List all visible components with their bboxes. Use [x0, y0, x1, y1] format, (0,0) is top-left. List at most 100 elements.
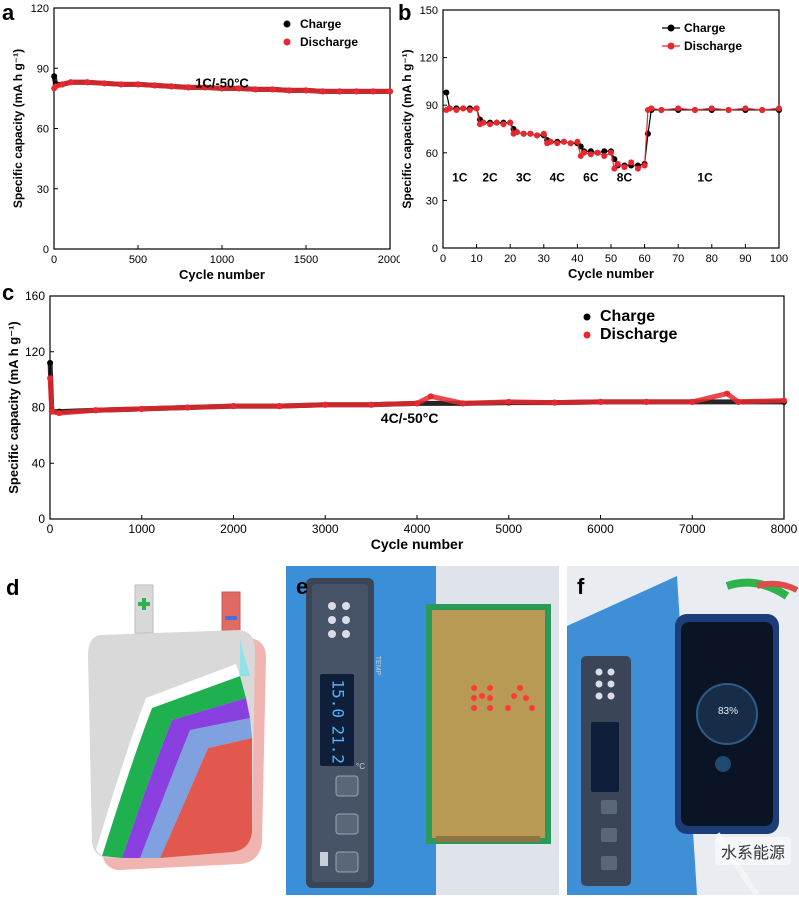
x-tick-label: 4000: [404, 522, 431, 536]
condition-annotation: 1C/-50°C: [195, 76, 249, 91]
data-point: [675, 105, 682, 112]
data-point: [547, 138, 554, 145]
data-point: [759, 106, 766, 113]
data-point: [92, 407, 99, 414]
series-band: [428, 393, 466, 406]
data-point: [554, 140, 561, 147]
data-point: [276, 403, 283, 410]
series-band: [139, 405, 191, 412]
data-point: [168, 83, 175, 90]
data-point: [368, 401, 375, 408]
data-point: [648, 105, 655, 112]
data-point: [466, 106, 473, 113]
chart-a: 0 500 1000 1500 2000 0 30 60 90 120 Cycle number Sp…: [11, 3, 400, 282]
x-tick-label: 1000: [210, 254, 234, 266]
y-axis-label: Specific capacity (mA h g⁻¹): [400, 49, 414, 208]
x-tick-label: 70: [672, 253, 684, 265]
x-tick-label: 50: [605, 253, 617, 265]
series-line: [445, 92, 779, 167]
layer-white: [96, 664, 240, 856]
phone-battery-percent: 83%: [717, 706, 738, 717]
data-point: [235, 85, 242, 92]
data-point: [708, 105, 715, 112]
x-tick-label: 0: [51, 254, 57, 266]
y-tick-label: 120: [31, 3, 49, 15]
data-point: [56, 410, 63, 417]
series-band: [56, 407, 99, 416]
layer-green: [102, 676, 246, 858]
x-tick-label: 8000: [771, 522, 798, 536]
legend-label: Charge: [300, 17, 342, 31]
data-point: [269, 86, 276, 93]
rate-label: 8C: [617, 170, 633, 184]
chart-c: 0 1000 2000 3000 4000 5000 6000 7000 8000 0 40 80 12…: [6, 289, 798, 552]
legend-label: Discharge: [600, 326, 677, 343]
data-point: [427, 393, 434, 400]
rate-label: 1C: [697, 170, 713, 184]
data-point: [319, 88, 326, 95]
data-point: [47, 359, 54, 366]
series-discharge: [47, 375, 787, 417]
series-discharge: [51, 79, 393, 95]
x-tick-label: 20: [504, 253, 516, 265]
y-tick-label: 90: [426, 100, 438, 112]
data-point: [487, 121, 494, 128]
series-band: [93, 406, 145, 413]
panel-label-b: b: [398, 0, 412, 25]
rate-label: 3C: [516, 170, 532, 184]
data-point: [459, 400, 466, 407]
series-charge: [443, 89, 782, 169]
data-point: [567, 140, 574, 147]
data-point: [776, 105, 782, 112]
data-point: [614, 160, 621, 167]
panel-label-e: e: [296, 574, 309, 599]
data-point: [507, 119, 514, 126]
data-point: [446, 105, 453, 112]
x-tick-label: 7000: [679, 522, 706, 536]
series-band: [689, 391, 730, 405]
data-point: [219, 85, 225, 92]
y-tick-label: 120: [420, 53, 438, 65]
data-point: [48, 408, 55, 415]
x-tick-label: 6000: [587, 522, 614, 536]
x-tick-label: 5000: [495, 522, 522, 536]
data-point: [634, 165, 641, 172]
data-point: [513, 129, 520, 136]
data-point: [59, 81, 66, 88]
series-band: [47, 375, 55, 415]
x-tick-label: 1000: [128, 522, 155, 536]
series-discharge: [443, 105, 782, 172]
data-point: [202, 84, 209, 91]
y-tick-label: 120: [25, 345, 45, 359]
photo-f-phone-demo: 83% f 水系能源: [567, 566, 799, 895]
rate-label: 1C: [452, 170, 468, 184]
data-point: [286, 87, 293, 94]
y-tick-label: 30: [426, 195, 438, 207]
y-axis-label: Specific capacity (mA h g⁻¹): [11, 49, 25, 208]
data-point: [689, 398, 696, 405]
x-axis-label: Cycle number: [179, 267, 265, 282]
panel-label-c: c: [2, 280, 15, 305]
data-point: [230, 403, 237, 410]
y-axis-label: Specific capacity (mA h g⁻¹): [6, 321, 21, 494]
series-band: [460, 399, 512, 406]
data-point: [493, 119, 500, 126]
x-tick-label: 2000: [378, 254, 400, 266]
y-tick-label: 160: [25, 289, 45, 303]
watermark: 水系能源: [714, 837, 791, 865]
x-tick-label: 80: [706, 253, 718, 265]
data-point: [473, 105, 480, 112]
legend-marker: [283, 38, 291, 46]
series-band: [735, 398, 787, 405]
positive-tab: [134, 584, 154, 634]
data-point: [594, 149, 601, 156]
data-point: [601, 152, 608, 159]
data-point: [51, 73, 58, 80]
x-axis-label: Cycle number: [568, 266, 654, 281]
layer-lightblue: [140, 718, 252, 858]
data-point: [135, 81, 141, 88]
data-point: [621, 164, 628, 171]
data-point: [138, 405, 145, 412]
data-point: [67, 79, 74, 86]
data-point: [322, 401, 329, 408]
